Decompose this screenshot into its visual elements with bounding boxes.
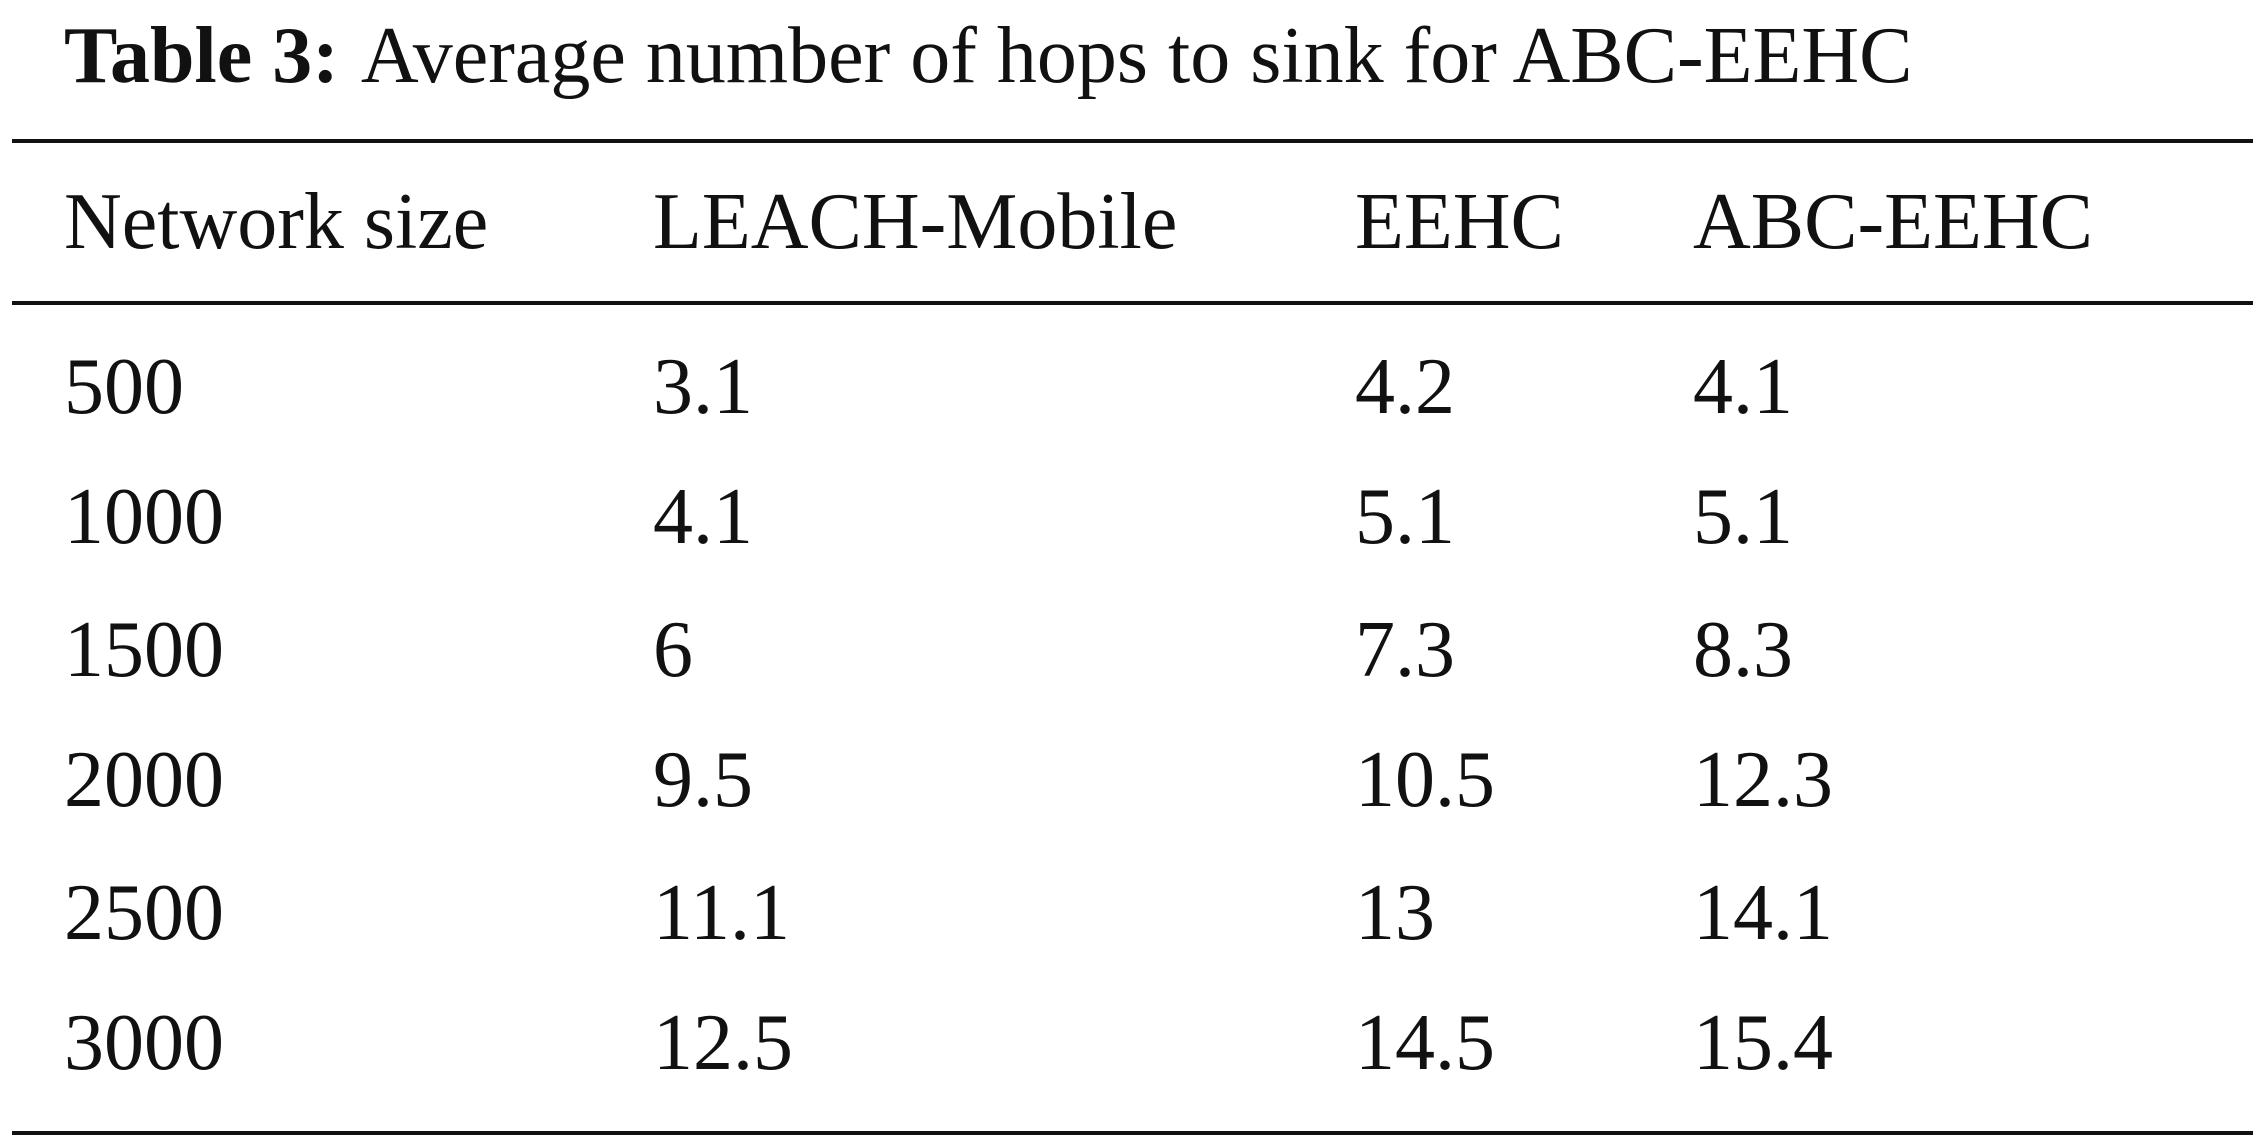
table-cell: 2500: [64, 869, 224, 957]
table-cell: 3000: [64, 999, 224, 1087]
table-cell: 5.1: [1693, 473, 1793, 561]
table-cell: 14.5: [1355, 999, 1495, 1087]
table-cell: 1000: [64, 473, 224, 561]
table-cell: 7.3: [1355, 606, 1455, 694]
header-cell: EEHC: [1355, 178, 1564, 266]
table-cell: 11.1: [653, 869, 791, 957]
caption: Table 3: Average number of hops to sink f…: [64, 8, 1913, 104]
caption-title: Average number of hops to sink for ABC-E…: [360, 12, 1913, 100]
table-cell: 14.1: [1693, 869, 1833, 957]
table-cell: 3.1: [653, 343, 753, 431]
table-cell: 4.1: [653, 473, 753, 561]
header-rule: [12, 301, 2253, 305]
table-cell: 9.5: [653, 736, 753, 824]
header-cell: ABC-EEHC: [1693, 178, 2093, 266]
table-cell: 6: [653, 606, 693, 694]
table-cell: 500: [64, 343, 184, 431]
table-cell: 1500: [64, 606, 224, 694]
caption-label: Table 3:: [64, 12, 339, 100]
bottom-rule: [12, 1131, 2253, 1135]
table-cell: 13: [1355, 869, 1435, 957]
table-cell: 12.5: [653, 999, 793, 1087]
table-cell: 2000: [64, 736, 224, 824]
header-cell: LEACH-Mobile: [653, 178, 1178, 266]
header-cell: Network size: [64, 178, 489, 266]
table-cell: 15.4: [1693, 999, 1833, 1087]
table-cell: 5.1: [1355, 473, 1455, 561]
table-cell: 10.5: [1355, 736, 1495, 824]
table-cell: 4.1: [1693, 343, 1793, 431]
table-cell: 12.3: [1693, 736, 1833, 824]
top-rule: [12, 139, 2253, 143]
table-cell: 4.2: [1355, 343, 1455, 431]
table-cell: 8.3: [1693, 606, 1793, 694]
